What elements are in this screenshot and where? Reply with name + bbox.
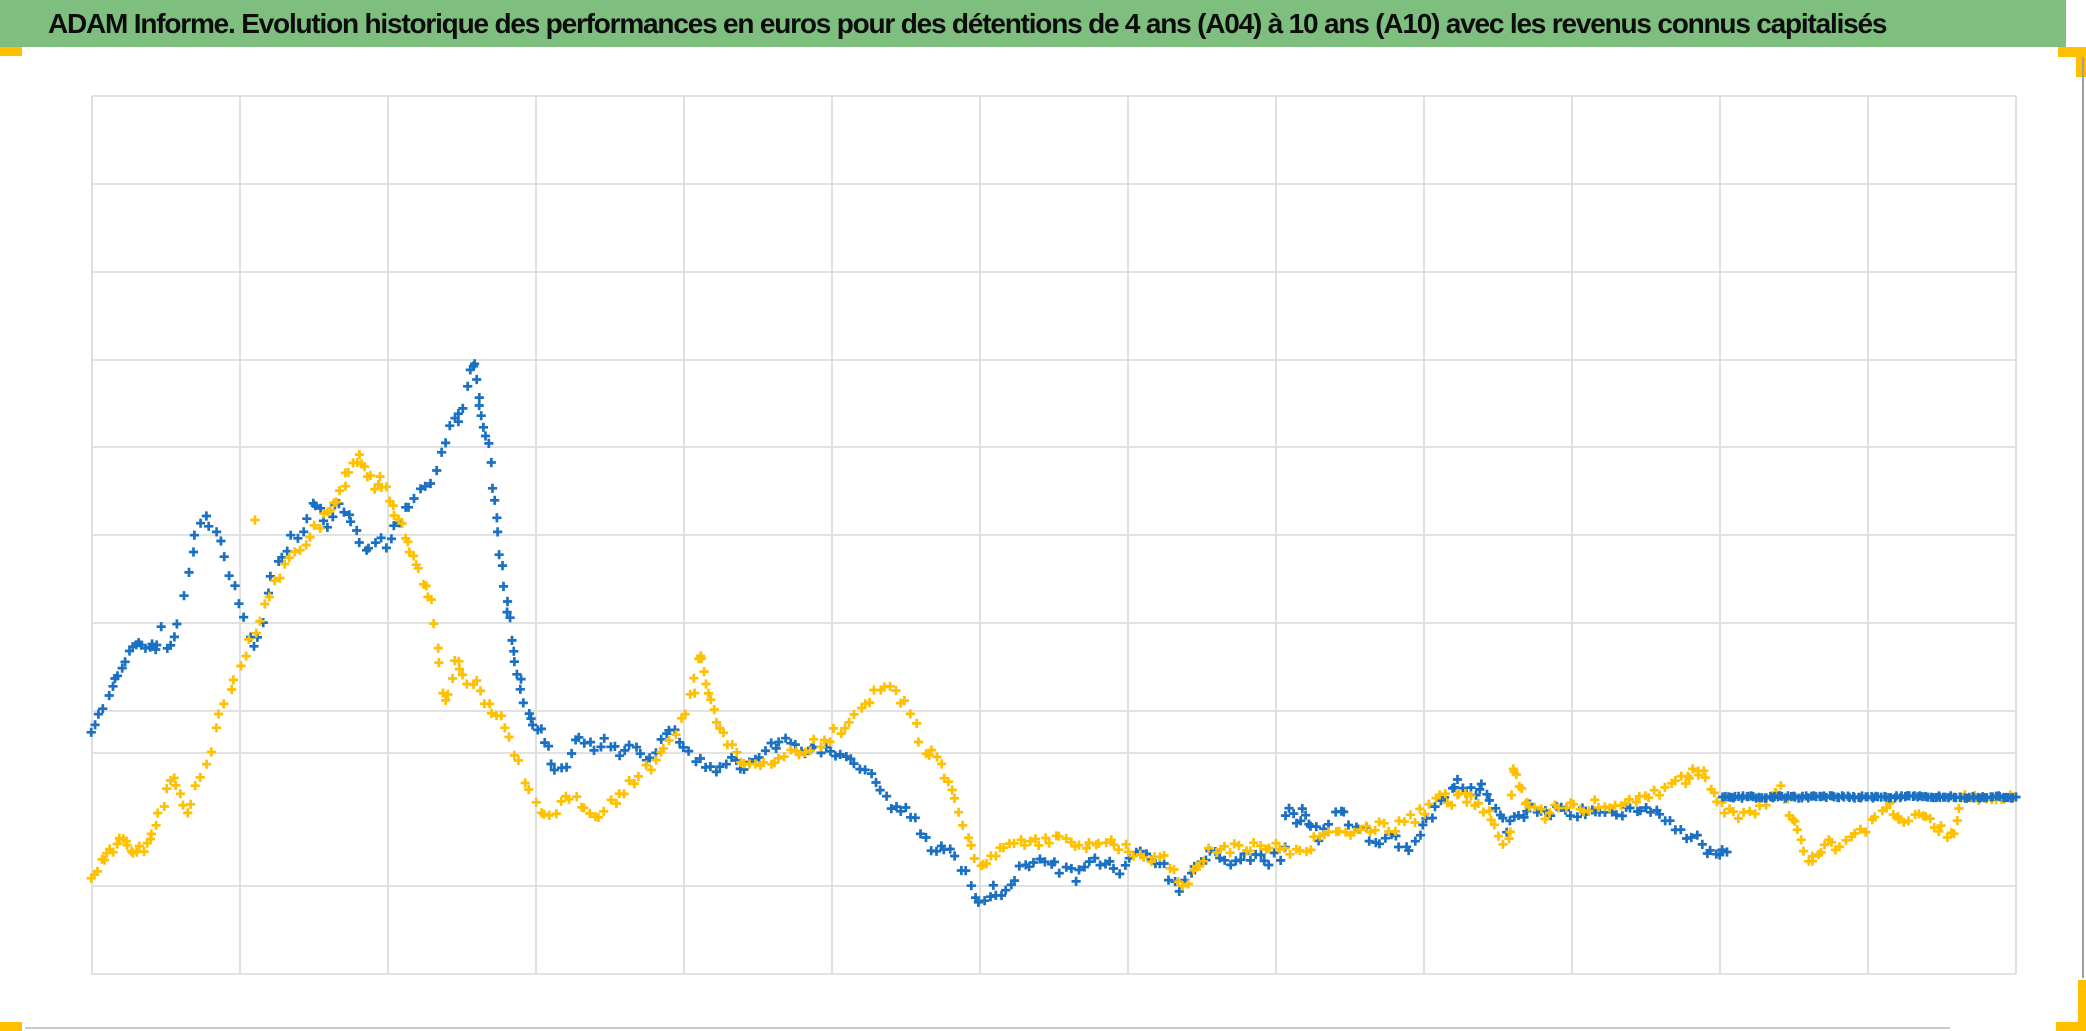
scatter-series <box>86 359 2021 907</box>
title-bar: ADAM Informe. Evolution historique des p… <box>0 0 2066 47</box>
series-yellow <box>86 450 2018 891</box>
accent-bottom-right-horizontal <box>2056 1022 2086 1031</box>
accent-top-right-vertical <box>2076 47 2086 77</box>
accent-bottom-right-vertical <box>2078 980 2086 1031</box>
bottom-border-line <box>25 1027 1950 1029</box>
gridlines <box>91 95 2017 975</box>
accent-top-right-horizontal <box>2058 47 2086 57</box>
chart-title: ADAM Informe. Evolution historique des p… <box>48 7 1887 39</box>
window-edge-line <box>2082 57 2084 978</box>
series-blue-flat-segment <box>1718 791 2021 803</box>
series-blue <box>86 359 1732 907</box>
accent-bottom-left <box>0 1022 22 1031</box>
accent-top-left <box>0 47 22 56</box>
